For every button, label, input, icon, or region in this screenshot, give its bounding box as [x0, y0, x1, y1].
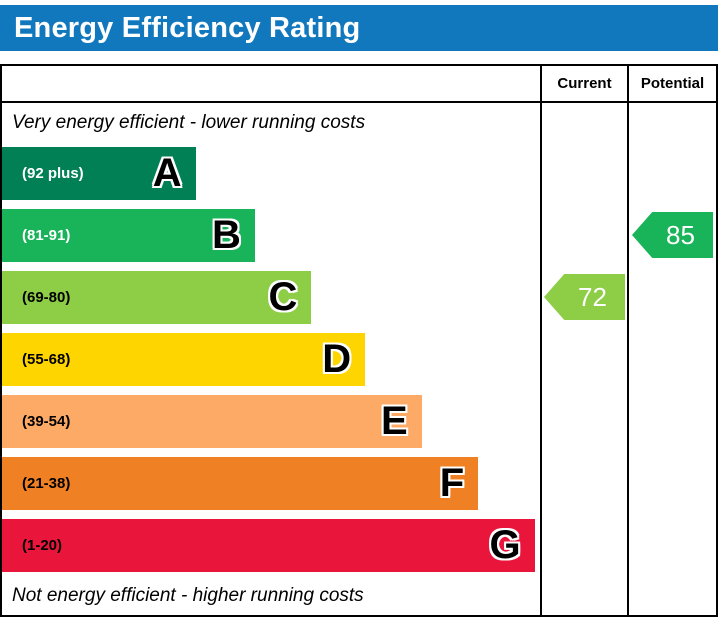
band-bar-D: (55-68) D: [2, 332, 366, 386]
band-range-label-D: (55-68): [22, 350, 71, 368]
potential-rating-value: 85: [666, 219, 695, 250]
band-letter-C: C: [268, 275, 298, 319]
band-range-label-C: (69-80): [22, 288, 71, 306]
band-letter-E: E: [380, 399, 408, 443]
current-cell-C: 72: [540, 266, 627, 328]
band-row-E: (39-54) E: [2, 390, 716, 452]
column-header-current: Current: [540, 66, 627, 101]
caption-top: Very energy efficient - lower running co…: [12, 111, 366, 133]
band-bar-E: (39-54) E: [2, 394, 422, 448]
band-range-label-F: (21-38): [22, 474, 71, 492]
current-cell-A: [540, 142, 627, 204]
band-bar-B: (81-91) B: [2, 208, 255, 262]
current-cell-F: [540, 452, 627, 514]
band-range-label-G: (1-20): [22, 536, 63, 554]
band-bar-A: (92 plus) A: [2, 146, 196, 200]
band-range-label-A: (92 plus): [22, 164, 84, 182]
band-row-G: (1-20) G: [2, 514, 716, 576]
band-cell-A: (92 plus) A: [2, 142, 540, 204]
band-cell-C: (69-80) C: [2, 266, 540, 328]
column-header-potential: Potential: [627, 66, 716, 101]
potential-cell-A: [627, 142, 716, 204]
potential-column-spacer-bottom: [627, 576, 716, 615]
epc-chart: Current Potential Very energy efficient …: [0, 64, 718, 617]
current-column-spacer-top: [540, 103, 627, 142]
epc-page: Energy Efficiency Rating Current Potenti…: [0, 5, 718, 617]
title-bar: Energy Efficiency Rating: [0, 5, 718, 51]
current-cell-D: [540, 328, 627, 390]
page-title: Energy Efficiency Rating: [14, 11, 361, 44]
top-caption-row: Very energy efficient - lower running co…: [2, 103, 716, 142]
band-letter-B: B: [211, 213, 241, 257]
band-cell-E: (39-54) E: [2, 390, 540, 452]
potential-cell-E: [627, 390, 716, 452]
band-cell-G: (1-20) G: [2, 514, 540, 576]
band-bar-G: (1-20) G: [2, 518, 535, 572]
current-column-spacer-bottom: [540, 576, 627, 615]
band-range-label-B: (81-91): [22, 226, 71, 244]
current-rating-arrow: 72: [544, 274, 625, 320]
band-row-A: (92 plus) A: [2, 142, 716, 204]
potential-cell-C: [627, 266, 716, 328]
potential-cell-D: [627, 328, 716, 390]
current-rating-value: 72: [578, 281, 607, 312]
band-letter-D: D: [322, 337, 352, 381]
current-cell-B: [540, 204, 627, 266]
potential-column-spacer-top: [627, 103, 716, 142]
potential-cell-G: [627, 514, 716, 576]
chart-header-row: Current Potential: [2, 66, 716, 103]
header-spacer: [2, 66, 540, 101]
potential-cell-B: 85: [627, 204, 716, 266]
band-cell-B: (81-91) B: [2, 204, 540, 266]
band-range-label-E: (39-54): [22, 412, 71, 430]
current-cell-E: [540, 390, 627, 452]
band-cell-D: (55-68) D: [2, 328, 540, 390]
current-cell-G: [540, 514, 627, 576]
band-cell-F: (21-38) F: [2, 452, 540, 514]
band-row-D: (55-68) D: [2, 328, 716, 390]
band-row-F: (21-38) F: [2, 452, 716, 514]
bands-region: (92 plus) A (81-91) B 85 (69-80) C 72 (55-68) D (3…: [2, 142, 716, 576]
band-bar-F: (21-38) F: [2, 456, 479, 510]
band-letter-F: F: [439, 461, 465, 505]
band-bar-C: (69-80) C: [2, 270, 312, 324]
band-row-C: (69-80) C 72: [2, 266, 716, 328]
band-letter-A: A: [152, 151, 182, 195]
caption-bottom: Not energy efficient - higher running co…: [12, 584, 364, 606]
potential-cell-F: [627, 452, 716, 514]
potential-rating-arrow: 85: [632, 212, 713, 258]
band-row-B: (81-91) B 85: [2, 204, 716, 266]
bottom-caption-row: Not energy efficient - higher running co…: [2, 576, 716, 615]
band-letter-G: G: [489, 523, 521, 567]
